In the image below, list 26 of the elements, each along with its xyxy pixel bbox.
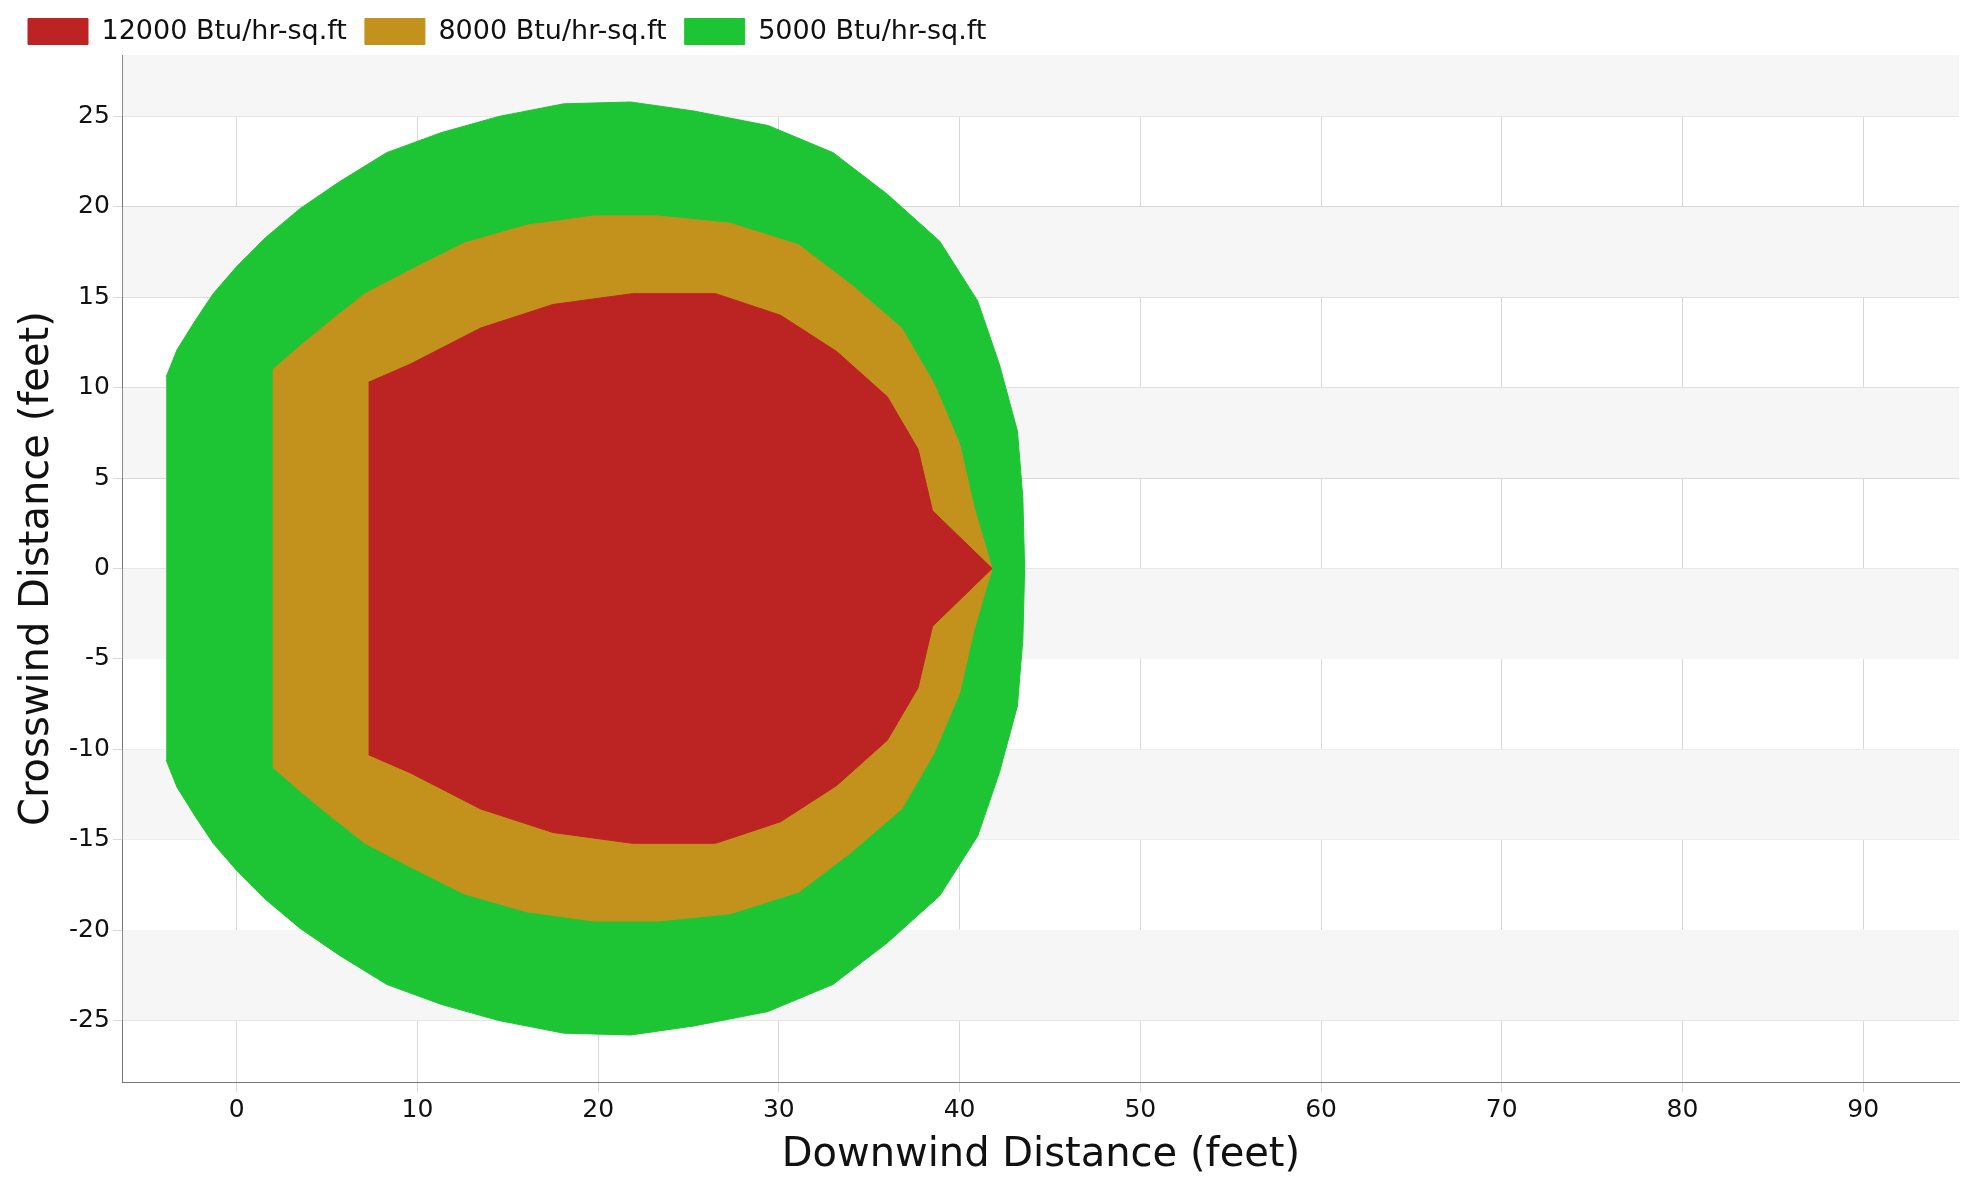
x-tick-label: 30 bbox=[762, 1093, 795, 1123]
x-tick-label: 70 bbox=[1485, 1093, 1518, 1123]
x-tick-label: 10 bbox=[401, 1093, 434, 1123]
y-axis-title: Crosswind Distance (feet) bbox=[11, 311, 58, 826]
y-tick-label: -5 bbox=[84, 642, 110, 672]
y-tick-label: 25 bbox=[78, 99, 110, 129]
legend-label: 5000 Btu/hr-sq.ft bbox=[758, 13, 987, 45]
y-tick-label: 5 bbox=[93, 461, 110, 491]
x-tick-label: 90 bbox=[1847, 1093, 1880, 1123]
y-tick-label: -20 bbox=[68, 913, 110, 943]
x-tick-label: 50 bbox=[1124, 1093, 1157, 1123]
legend-label: 8000 Btu/hr-sq.ft bbox=[438, 13, 667, 45]
legend-label: 12000 Btu/hr-sq.ft bbox=[101, 13, 347, 45]
y-tick-label: 20 bbox=[78, 190, 110, 220]
y-tick-label: -15 bbox=[68, 823, 110, 853]
x-tick-label: 80 bbox=[1666, 1093, 1699, 1123]
x-tick-label: 0 bbox=[228, 1093, 245, 1123]
y-tick-label: -10 bbox=[68, 732, 110, 762]
y-tick-label: 10 bbox=[78, 371, 110, 401]
x-tick-label: 20 bbox=[582, 1093, 615, 1123]
y-tick-label: -25 bbox=[68, 1004, 110, 1034]
y-tick-label: 15 bbox=[78, 280, 110, 310]
x-axis-title: Downwind Distance (feet) bbox=[781, 1129, 1301, 1176]
y-tick-label: 0 bbox=[93, 552, 110, 581]
x-tick-label: 40 bbox=[943, 1093, 976, 1123]
x-tick-label: 60 bbox=[1305, 1093, 1337, 1123]
